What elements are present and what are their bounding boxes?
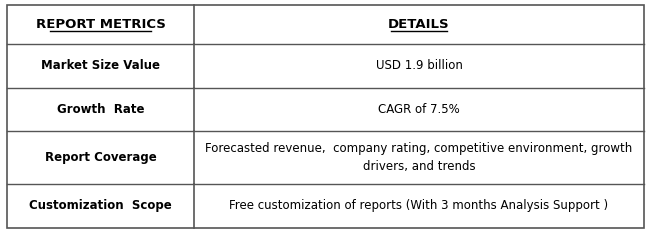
Text: Report Coverage: Report Coverage xyxy=(45,151,157,164)
Bar xyxy=(6,5,644,228)
Text: DETAILS: DETAILS xyxy=(388,18,450,31)
Text: USD 1.9 billion: USD 1.9 billion xyxy=(376,59,462,72)
Text: Market Size Value: Market Size Value xyxy=(41,59,160,72)
Text: REPORT METRICS: REPORT METRICS xyxy=(36,18,165,31)
Text: Customization  Scope: Customization Scope xyxy=(29,199,172,212)
Text: Growth  Rate: Growth Rate xyxy=(57,103,144,116)
Text: Free customization of reports (With 3 months Analysis Support ): Free customization of reports (With 3 mo… xyxy=(229,199,608,212)
Text: Forecasted revenue,  company rating, competitive environment, growth
drivers, an: Forecasted revenue, company rating, comp… xyxy=(205,142,632,173)
Text: CAGR of 7.5%: CAGR of 7.5% xyxy=(378,103,460,116)
